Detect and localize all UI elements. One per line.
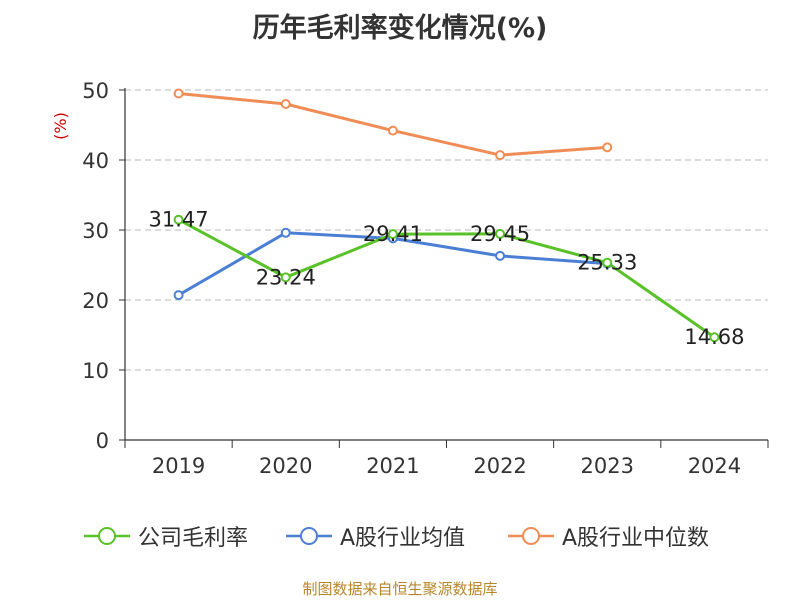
data-point: [280, 99, 291, 109]
data-label: 14.68: [684, 325, 744, 349]
data-point: [495, 250, 506, 261]
series-line-2: [178, 92, 608, 157]
data-point: [173, 214, 184, 225]
data-point: [602, 142, 613, 153]
data-point: [173, 88, 184, 99]
grid-lines: [125, 89, 768, 371]
data-label: 29.45: [470, 222, 530, 246]
x-tick-label: 2021: [366, 454, 419, 478]
x-tick-label: 2022: [473, 454, 526, 478]
data-point: [387, 125, 398, 136]
y-tick-label: 50: [82, 79, 109, 103]
y-tick-label: 20: [82, 289, 109, 313]
legend-swatch-industry-median: [508, 527, 554, 545]
data-point: [495, 150, 506, 161]
data-point: [495, 228, 506, 239]
legend-label: A股行业均值: [340, 526, 466, 551]
legend-item-industry-median[interactable]: A股行业中位数: [508, 518, 709, 554]
data-point: [280, 272, 291, 283]
legend-item-company[interactable]: 公司毛利率: [84, 518, 248, 554]
y-tick-label: 40: [82, 149, 109, 173]
data-point: [173, 290, 184, 301]
y-tick-label: 30: [82, 219, 109, 243]
data-label: 25.33: [577, 251, 637, 275]
data-point: [602, 257, 613, 268]
data-point: [387, 229, 398, 240]
series-line-0: [177, 218, 716, 339]
data-label: 31.47: [149, 208, 209, 232]
legend-swatch-industry-mean: [286, 527, 332, 545]
data-label: 29.41: [363, 222, 423, 246]
legend: 公司毛利率 A股行业均值 A股行业中位数: [0, 518, 800, 558]
y-axis-label: (%): [51, 112, 70, 140]
chart-title: 历年毛利率变化情况(%): [252, 13, 548, 44]
x-tick-label: 2023: [581, 454, 634, 478]
legend-label: A股行业中位数: [562, 526, 710, 551]
data-point: [280, 227, 291, 238]
data-point: [709, 332, 720, 343]
data-source-note: 制图数据来自恒生聚源数据库: [302, 580, 498, 598]
y-tick-label: 10: [82, 359, 109, 383]
legend-item-industry-mean[interactable]: A股行业均值: [286, 518, 465, 554]
x-tick-label: 2024: [688, 454, 741, 478]
legend-label: 公司毛利率: [138, 526, 249, 551]
data-labels: 31.47 23.24 29.41 29.45 25.33 14.68: [149, 208, 745, 350]
series-points: [173, 88, 720, 343]
x-tick-label: 2019: [152, 454, 205, 478]
axes: 0 10 20 30 40 50 2019 2020 2021 2022 2023 2024: [82, 79, 769, 478]
series-lines: [177, 92, 716, 339]
y-tick-label: 0: [96, 429, 109, 453]
x-tick-label: 2020: [259, 454, 312, 478]
legend-swatch-company: [84, 527, 130, 545]
data-label: 23.24: [256, 265, 316, 289]
